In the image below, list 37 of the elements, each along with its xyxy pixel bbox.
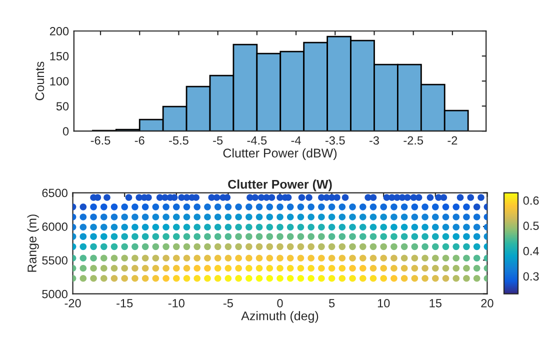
- x-tick-label: -10: [168, 299, 184, 308]
- x-tick-label: -20: [64, 299, 81, 308]
- color-bar-label: 0.3: [523, 272, 539, 281]
- x-tick-label: -15: [116, 299, 133, 308]
- x-tick-label: 5: [328, 299, 335, 308]
- color-bar-label: 0.5: [523, 222, 539, 230]
- x-tick-label: -2.5: [404, 136, 424, 145]
- color-bar-label: 0.4: [523, 246, 539, 256]
- x-tick-label: 10: [378, 299, 390, 308]
- x-tick-label: 0: [277, 299, 283, 308]
- y-tick-label: 5000: [42, 290, 68, 298]
- x-tick-label: -3.5: [325, 136, 345, 145]
- x-tick-label: -3: [370, 136, 379, 145]
- y-tick-label: 200: [50, 27, 69, 36]
- x-axis-title: Azimuth (deg): [241, 311, 318, 323]
- y-tick-label: 100: [50, 77, 69, 86]
- y-tick-label: 150: [50, 52, 69, 60]
- y-tick-label: 50: [56, 102, 69, 110]
- x-tick-label: -4.5: [247, 136, 267, 145]
- x-tick-label: -5: [213, 136, 223, 145]
- y-tick-label: 5500: [42, 256, 68, 265]
- x-tick-label: -4: [291, 136, 301, 145]
- x-tick-label: 20: [481, 299, 494, 308]
- y-tick-label: 0: [62, 127, 69, 136]
- x-tick-label: -2: [448, 136, 458, 145]
- x-tick-label: -5.5: [169, 136, 188, 145]
- x-axis-title: Clutter Power (dBW): [223, 148, 337, 160]
- y-axis-title: Counts: [35, 62, 44, 100]
- x-tick-label: -6: [134, 136, 144, 145]
- y-axis-title: Range (m): [27, 214, 39, 272]
- x-tick-label: 15: [430, 299, 442, 308]
- y-tick-label: 6500: [42, 188, 68, 198]
- x-tick-label: -6.5: [90, 136, 110, 145]
- x-tick-label: -5: [223, 299, 233, 308]
- y-tick-label: 6000: [42, 222, 68, 231]
- color-bar-label: 0.6: [523, 196, 539, 205]
- chart-title: Clutter Power (W): [228, 180, 332, 192]
